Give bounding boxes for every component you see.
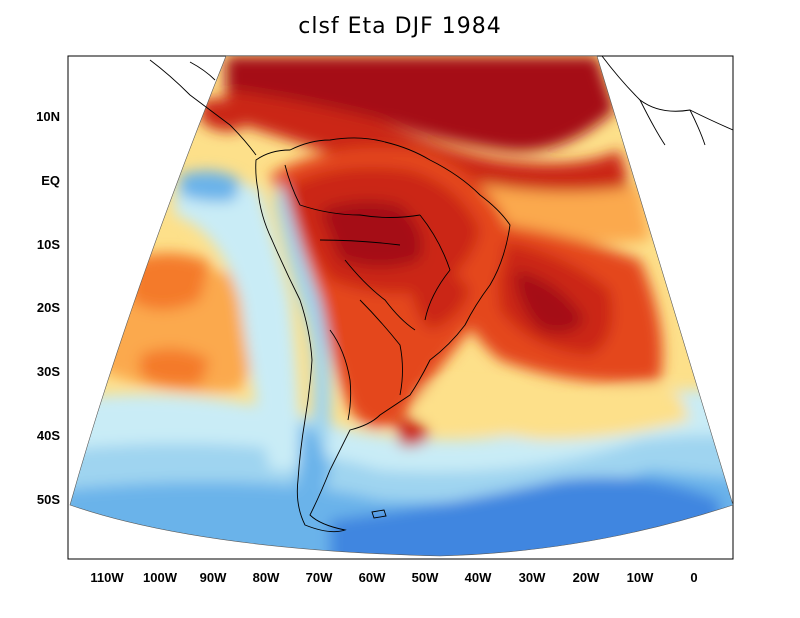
contour-field — [70, 56, 733, 556]
y-tick-label: EQ — [41, 173, 60, 188]
y-tick-label: 50S — [37, 492, 60, 507]
x-tick-label: 110W — [90, 570, 124, 585]
y-tick-label: 10N — [36, 109, 60, 124]
y-tick-label: 30S — [37, 364, 60, 379]
x-tick-label: 60W — [359, 570, 386, 585]
coastlines — [149, 55, 734, 533]
x-tick-label: 40W — [465, 570, 492, 585]
x-tick-label: 70W — [306, 570, 333, 585]
x-tick-label: 0 — [690, 570, 697, 585]
x-tick-label: 50W — [412, 570, 439, 585]
x-tick-label: 10W — [627, 570, 654, 585]
x-tick-label: 90W — [200, 570, 227, 585]
y-tick-label: 40S — [37, 428, 60, 443]
x-tick-label: 20W — [573, 570, 600, 585]
y-tick-label: 20S — [37, 300, 60, 315]
x-tick-label: 100W — [143, 570, 178, 585]
model-domain-outline — [69, 55, 734, 557]
map-title: clsf Eta DJF 1984 — [298, 14, 502, 39]
y-tick-label: 10S — [37, 237, 60, 252]
x-tick-label: 80W — [253, 570, 280, 585]
x-tick-label: 30W — [519, 570, 546, 585]
x-axis-labels: 110W 100W 90W 80W 70W 60W 50W 40W 30W 20… — [90, 570, 697, 585]
y-axis-labels: 10N EQ 10S 20S 30S 40S 50S — [36, 109, 60, 507]
